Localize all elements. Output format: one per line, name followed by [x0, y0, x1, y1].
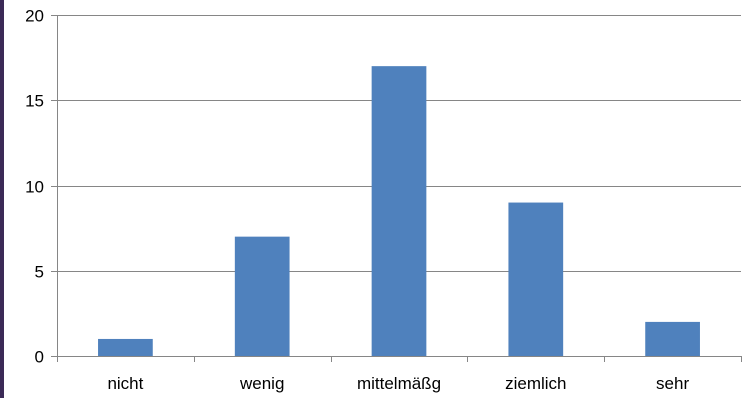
bar-wenig: [234, 236, 290, 356]
x-tick-label: ziemlich: [505, 374, 566, 393]
y-tick-label: 0: [35, 348, 44, 367]
bar-nicht: [98, 338, 153, 356]
x-tick-label: nicht: [107, 374, 143, 393]
window-edge: [0, 0, 4, 398]
bar-sehr: [645, 321, 700, 356]
x-tick-label: wenig: [239, 374, 284, 393]
x-axis: [57, 15, 742, 362]
y-tick-label: 20: [25, 7, 44, 26]
x-tick-label: mittelmäßg: [357, 374, 441, 393]
bar-ziemlich: [508, 202, 564, 356]
y-tick-label: 15: [25, 92, 44, 111]
y-tick-label: 5: [35, 263, 44, 282]
x-tick-label: sehr: [656, 374, 689, 393]
bar-mittelmäßg: [371, 66, 427, 357]
y-axis-ticks: 0 5 10 15 20: [25, 7, 57, 367]
x-axis-labels: nicht wenig mittelmäßg ziemlich sehr: [107, 374, 689, 393]
bars: [98, 66, 700, 357]
y-tick-label: 10: [25, 178, 44, 197]
